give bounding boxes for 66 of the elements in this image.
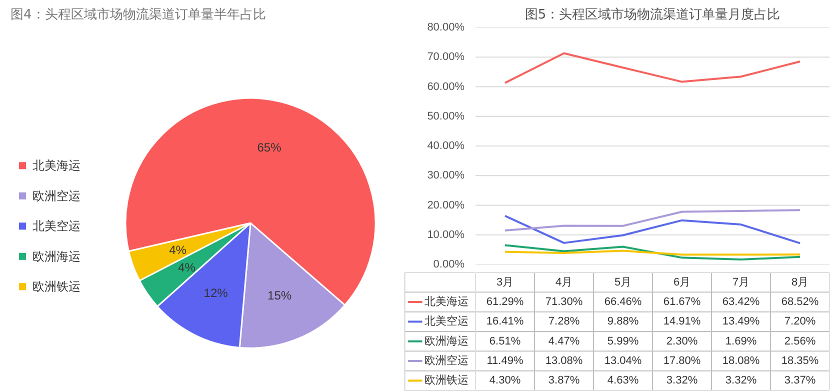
- legend-label: 欧洲铁运: [424, 374, 468, 387]
- data-label: 4.30%: [489, 374, 521, 387]
- data-label: 2.30%: [666, 335, 698, 348]
- data-label: 3.87%: [548, 374, 580, 387]
- data-label: 5.99%: [607, 335, 639, 348]
- data-label: 4.47%: [548, 335, 580, 348]
- y-tick-label: 20.00%: [427, 199, 465, 212]
- x-tick-label: 6月: [673, 276, 691, 288]
- legend-label: 北美海运: [32, 158, 80, 173]
- y-tick-label: 80.00%: [427, 22, 465, 34]
- data-label: 16.41%: [486, 316, 524, 328]
- line-series: [504, 52, 801, 84]
- y-tick-label: 40.00%: [427, 140, 465, 152]
- x-tick-label: 5月: [614, 276, 632, 288]
- data-label: 18.08%: [722, 355, 760, 367]
- data-label: 12%: [204, 286, 228, 300]
- data-label: 7.28%: [548, 316, 580, 328]
- data-label: 3.32%: [666, 374, 698, 387]
- legend-label: 北美空运: [32, 219, 80, 234]
- data-label: 11.49%: [486, 355, 524, 367]
- y-tick-label: 70.00%: [427, 51, 465, 64]
- legend-label: 欧洲海运: [32, 249, 80, 264]
- data-label: 7.20%: [784, 316, 816, 328]
- data-label: 71.30%: [545, 296, 583, 308]
- data-label: 13.49%: [722, 316, 760, 328]
- data-label: 4%: [178, 260, 196, 274]
- data-label: 61.29%: [486, 296, 524, 308]
- data-label: 2.56%: [784, 335, 816, 348]
- x-tick-label: 8月: [791, 276, 809, 288]
- legend-label: 北美海运: [424, 295, 468, 308]
- data-label: 9.88%: [607, 316, 639, 328]
- data-label: 66.46%: [604, 296, 642, 308]
- chart-title: 图4：头程区域市场物流渠道订单量半年占比: [10, 6, 266, 22]
- data-label: 3.32%: [725, 374, 757, 387]
- line-series: [504, 244, 801, 260]
- legend-label: 欧洲空运: [424, 354, 468, 367]
- data-label: 18.35%: [781, 355, 819, 367]
- data-label: 63.42%: [722, 296, 760, 308]
- line-series: [504, 209, 801, 232]
- data-label: 14.91%: [663, 316, 701, 328]
- data-label: 1.69%: [725, 335, 757, 348]
- y-tick-label: 60.00%: [427, 80, 465, 93]
- x-tick-label: 7月: [732, 276, 750, 288]
- data-label: 65%: [257, 140, 282, 154]
- chart-title: 图5：头程区域市场物流渠道订单量月度占比: [524, 6, 780, 22]
- data-label: 4.63%: [607, 374, 639, 387]
- y-tick-label: 0.00%: [433, 258, 465, 270]
- data-label: 17.80%: [663, 355, 701, 367]
- legend-label: 北美空运: [424, 314, 468, 328]
- data-label: 6.51%: [489, 335, 521, 348]
- y-tick-label: 30.00%: [427, 170, 465, 182]
- y-tick-label: 50.00%: [427, 110, 465, 122]
- legend-label: 欧洲海运: [424, 334, 468, 348]
- x-tick-label: 3月: [496, 276, 514, 288]
- data-label: 13.08%: [545, 355, 583, 367]
- data-label: 61.67%: [663, 296, 701, 308]
- x-tick-label: 4月: [555, 276, 573, 288]
- data-label: 4%: [169, 243, 187, 258]
- legend-label: 欧洲空运: [32, 188, 80, 203]
- data-label: 3.37%: [784, 374, 816, 387]
- legend-label: 欧洲铁运: [32, 280, 80, 294]
- y-tick-label: 10.00%: [427, 228, 465, 241]
- data-label: 15%: [268, 288, 292, 303]
- line-series: [504, 214, 801, 244]
- data-label: 13.04%: [604, 355, 642, 367]
- data-label: 68.52%: [781, 296, 819, 308]
